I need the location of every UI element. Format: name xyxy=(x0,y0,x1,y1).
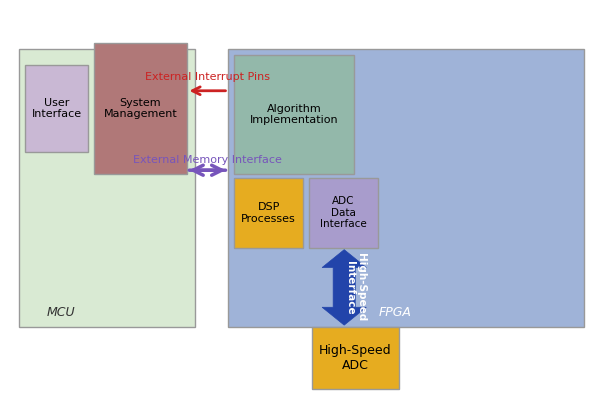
Bar xyxy=(309,178,377,248)
Polygon shape xyxy=(322,250,366,325)
Bar xyxy=(94,43,187,174)
Bar xyxy=(25,65,88,152)
Bar xyxy=(235,178,303,248)
Text: FPGA: FPGA xyxy=(379,306,412,319)
Text: DSP
Processes: DSP Processes xyxy=(241,202,296,224)
Text: High-Speed
Interface: High-Speed Interface xyxy=(345,253,367,322)
Text: ADC
Data
Interface: ADC Data Interface xyxy=(320,196,367,229)
Text: User
Interface: User Interface xyxy=(32,98,82,120)
Bar xyxy=(235,55,354,174)
Text: External Memory Interface: External Memory Interface xyxy=(133,155,282,165)
Bar xyxy=(229,49,584,327)
Text: High-Speed
ADC: High-Speed ADC xyxy=(319,344,392,372)
Text: Algorithm
Implementation: Algorithm Implementation xyxy=(250,104,338,125)
Text: System
Management: System Management xyxy=(104,98,178,120)
Text: External Interrupt Pins: External Interrupt Pins xyxy=(145,72,270,82)
Bar xyxy=(312,327,398,389)
Text: MCU: MCU xyxy=(47,306,76,319)
Bar xyxy=(19,49,196,327)
